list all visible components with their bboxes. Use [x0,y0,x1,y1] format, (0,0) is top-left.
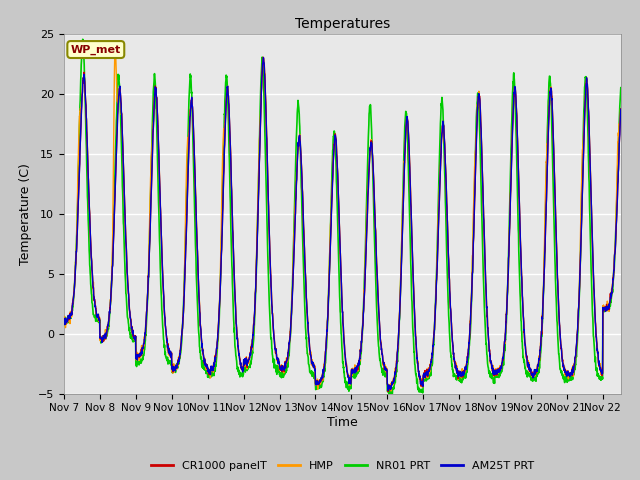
AM25T PRT [617,107,625,112]
HMP [617,106,625,112]
HMP [273,358,280,363]
AM25T PRT [287,311,295,316]
X-axis label: Time: Time [327,416,358,429]
NR01 PRT [617,85,625,91]
HMP [387,388,395,394]
Title: Temperatures: Temperatures [295,17,390,31]
Text: WP_met: WP_met [70,44,121,55]
AM25T PRT [60,318,68,324]
CR1000 panelT [384,389,392,395]
HMP [528,371,536,377]
CR1000 panelT [159,264,166,269]
AM25T PRT [273,356,280,361]
HMP [287,308,295,313]
AM25T PRT [384,387,392,393]
CR1000 panelT [574,320,582,326]
NR01 PRT [146,214,154,220]
CR1000 panelT [287,310,295,316]
HMP [146,196,154,202]
NR01 PRT [159,320,166,325]
HMP [574,318,582,324]
AM25T PRT [146,238,154,243]
CR1000 panelT [273,356,280,362]
NR01 PRT [273,372,280,377]
NR01 PRT [574,329,582,335]
Y-axis label: Temperature (C): Temperature (C) [19,163,33,264]
CR1000 panelT [617,106,625,112]
AM25T PRT [574,318,582,324]
Line: NR01 PRT: NR01 PRT [64,39,621,395]
Line: AM25T PRT: AM25T PRT [64,58,621,390]
HMP [60,321,68,327]
NR01 PRT [79,36,86,42]
NR01 PRT [528,377,536,383]
Line: CR1000 panelT: CR1000 panelT [64,57,621,392]
NR01 PRT [60,320,68,325]
AM25T PRT [159,264,166,270]
CR1000 panelT [259,54,267,60]
Line: HMP: HMP [64,44,621,391]
CR1000 panelT [146,238,154,244]
NR01 PRT [385,392,393,397]
CR1000 panelT [60,318,68,324]
HMP [159,269,166,275]
CR1000 panelT [528,372,536,378]
AM25T PRT [259,55,267,60]
HMP [111,41,119,47]
NR01 PRT [287,306,295,312]
AM25T PRT [528,372,536,377]
Legend: CR1000 panelT, HMP, NR01 PRT, AM25T PRT: CR1000 panelT, HMP, NR01 PRT, AM25T PRT [146,457,539,476]
